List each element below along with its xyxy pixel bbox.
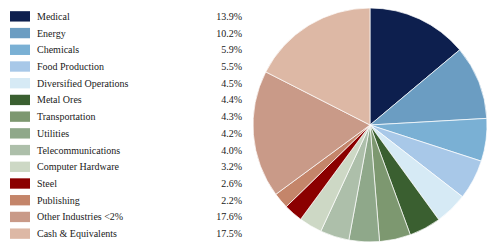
legend-label: Diversified Operations	[37, 78, 128, 89]
legend-swatch	[10, 128, 30, 138]
legend-value: 4.4%	[221, 94, 242, 105]
legend-swatch	[10, 111, 30, 121]
legend-swatch	[10, 78, 30, 88]
legend-item: Energy 10.2%	[10, 28, 242, 39]
pie-slice	[370, 50, 487, 125]
legend-value: 17.5%	[216, 228, 242, 239]
legend-item: Diversified Operations 4.5%	[10, 78, 242, 89]
legend-label: Publishing	[37, 195, 80, 206]
legend-label: Food Production	[37, 61, 104, 72]
legend-swatch	[10, 162, 30, 172]
legend-swatch	[10, 95, 30, 105]
legend-label: Transportation	[37, 111, 96, 122]
legend-label: Metal Ores	[37, 94, 82, 105]
pie-slice	[266, 8, 370, 125]
legend-item: Steel 2.6%	[10, 178, 242, 189]
legend-value: 10.2%	[216, 28, 242, 39]
legend-value: 5.5%	[221, 61, 242, 72]
legend-label: Computer Hardware	[37, 161, 119, 172]
legend-item: Computer Hardware 3.2%	[10, 161, 242, 172]
legend-label: Cash & Equivalents	[37, 228, 117, 239]
legend-swatch	[10, 212, 30, 222]
legend-value: 17.6%	[216, 211, 242, 222]
legend-swatch	[10, 178, 30, 188]
legend-value: 4.3%	[221, 111, 242, 122]
legend-item: Telecommunications 4.0%	[10, 145, 242, 156]
legend-item: Food Production 5.5%	[10, 61, 242, 72]
legend-value: 3.2%	[221, 161, 242, 172]
legend-label: Steel	[37, 178, 57, 189]
legend-value: 2.6%	[221, 178, 242, 189]
pie	[253, 8, 487, 242]
legend-item: Other Industries <2% 17.6%	[10, 211, 242, 222]
legend-value: 2.2%	[221, 195, 242, 206]
legend-item: Chemicals 5.9%	[10, 44, 242, 55]
legend-item: Publishing 2.2%	[10, 195, 242, 206]
legend-swatch	[10, 228, 30, 238]
chart: Medical 13.9% Energy 10.2% Chemicals 5.9% Food…	[0, 0, 500, 250]
legend-swatch	[10, 45, 30, 55]
legend-label: Medical	[37, 11, 70, 22]
legend-item: Metal Ores 4.4%	[10, 94, 242, 105]
legend: Medical 13.9% Energy 10.2% Chemicals 5.9% Food…	[10, 11, 242, 239]
legend-value: 5.9%	[221, 44, 242, 55]
legend-value: 4.5%	[221, 78, 242, 89]
legend-swatch	[10, 195, 30, 205]
legend-item: Utilities 4.2%	[10, 128, 242, 139]
legend-swatch	[10, 145, 30, 155]
legend-label: Energy	[37, 28, 66, 39]
legend-label: Other Industries <2%	[37, 211, 123, 222]
legend-swatch	[10, 28, 30, 38]
legend-value: 4.2%	[221, 128, 242, 139]
legend-item: Transportation 4.3%	[10, 111, 242, 122]
legend-item: Medical 13.9%	[10, 11, 242, 22]
legend-label: Telecommunications	[37, 145, 120, 156]
legend-value: 4.0%	[221, 145, 242, 156]
legend-label: Utilities	[37, 128, 69, 139]
legend-swatch	[10, 11, 30, 21]
legend-item: Cash & Equivalents 17.5%	[10, 228, 242, 239]
legend-swatch	[10, 61, 30, 71]
legend-label: Chemicals	[37, 44, 79, 55]
legend-value: 13.9%	[216, 11, 242, 22]
